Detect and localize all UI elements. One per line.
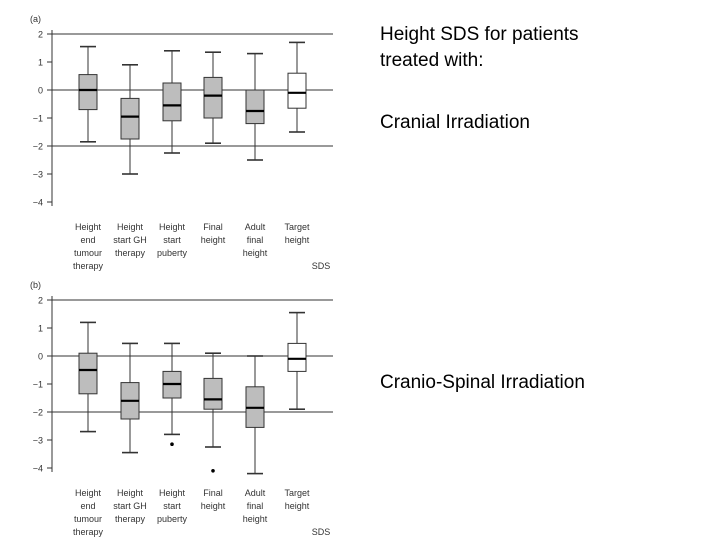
heading-line-2: treated with: xyxy=(380,50,484,71)
panel-a-category-label: tumour xyxy=(74,248,102,258)
panel-b-category-label: Height xyxy=(117,488,144,498)
panel-b-category-label: start GH xyxy=(113,501,147,511)
panel-a-category-label: Height xyxy=(117,222,144,232)
panel-b-category-label: height xyxy=(285,501,310,511)
panel-a-ytick-label: −3 xyxy=(33,170,43,180)
panel-a-category-label: Final xyxy=(203,222,223,232)
panel-b-category-label: final xyxy=(247,501,264,511)
panel-b-ytick-label: −1 xyxy=(33,380,43,390)
panel-a-category-label: puberty xyxy=(157,248,188,258)
panel-a-category-label: end xyxy=(80,235,95,245)
panel-b-category-label: puberty xyxy=(157,514,188,524)
panel-b-ytick-label: 2 xyxy=(38,296,43,306)
panel-b-category-label: tumour xyxy=(74,514,102,524)
panel-a-category-label: height xyxy=(285,235,310,245)
panel-a-category-label: start GH xyxy=(113,235,147,245)
panel-b-unit-label: SDS xyxy=(312,527,331,537)
panel-b-label: (b) xyxy=(30,280,41,290)
panel-a-category-label: therapy xyxy=(115,248,146,258)
panel-a-ytick-label: 2 xyxy=(38,30,43,40)
panel-a-ytick-label: −2 xyxy=(33,142,43,152)
panel-b-outlier xyxy=(211,469,215,473)
panel-a-category-label: therapy xyxy=(73,261,104,271)
panel-b-category-label: therapy xyxy=(73,527,104,537)
panel-a-ytick-label: −4 xyxy=(33,198,43,208)
panel-a-category-label: height xyxy=(243,248,268,258)
panel-b-category-label: start xyxy=(163,501,181,511)
panel-b-category-label: therapy xyxy=(115,514,146,524)
panel-a-category-label: Height xyxy=(159,222,186,232)
panel-b-ytick-label: −4 xyxy=(33,464,43,474)
panel-a-category-label: Target xyxy=(284,222,310,232)
panel-a-caption: Cranial Irradiation xyxy=(380,112,530,133)
panel-b-category-label: Target xyxy=(284,488,310,498)
panel-a-box-4-iqr-box xyxy=(203,76,223,119)
panel-b-caption: Cranio-Spinal Irradiation xyxy=(380,372,585,393)
panel-b-category-label: end xyxy=(80,501,95,511)
figure-heading: Height SDS for patients treated with: xyxy=(380,22,710,74)
panel-a-box-1-iqr-box xyxy=(78,74,98,111)
panel-a-box-2-iqr-box xyxy=(120,97,140,140)
panel-b-category-label: Height xyxy=(75,488,102,498)
panel-b-ytick-label: −2 xyxy=(33,408,43,418)
panel-a-category-label: height xyxy=(201,235,226,245)
panel-a-box-5-iqr-box xyxy=(245,89,265,125)
panel-b-box-1-iqr-box xyxy=(78,352,98,395)
panel-a-ytick-label: 0 xyxy=(38,86,43,96)
panel-a-ytick-label: −1 xyxy=(33,114,43,124)
panel-b-category-label: height xyxy=(243,514,268,524)
panel-b-category-label: Final xyxy=(203,488,223,498)
panel-b-ytick-label: −3 xyxy=(33,436,43,446)
panel-b-ytick-label: 0 xyxy=(38,352,43,362)
panel-b-box-4-iqr-box xyxy=(203,377,223,410)
panel-a-ytick-label: 1 xyxy=(38,58,43,68)
panel-a-category-label: start xyxy=(163,235,181,245)
heading-line-1: Height SDS for patients xyxy=(380,24,579,45)
panel-b-category-label: Height xyxy=(159,488,186,498)
panel-a-category-label: Height xyxy=(75,222,102,232)
panel-b-category-label: Adult xyxy=(245,488,266,498)
panel-a-box-3-iqr-box xyxy=(162,82,182,122)
panel-a-category-label: final xyxy=(247,235,264,245)
panel-b-box-6-iqr-box xyxy=(287,342,307,372)
panel-b-outlier xyxy=(170,442,174,447)
panel-b-category-label: height xyxy=(201,501,226,511)
panel-a-unit-label: SDS xyxy=(312,261,331,271)
panel-b-ytick-label: 1 xyxy=(38,324,43,334)
panel-a-category-label: Adult xyxy=(245,222,266,232)
panel-a-box-6-iqr-box xyxy=(287,72,307,109)
panel-a-label: (a) xyxy=(30,14,41,24)
